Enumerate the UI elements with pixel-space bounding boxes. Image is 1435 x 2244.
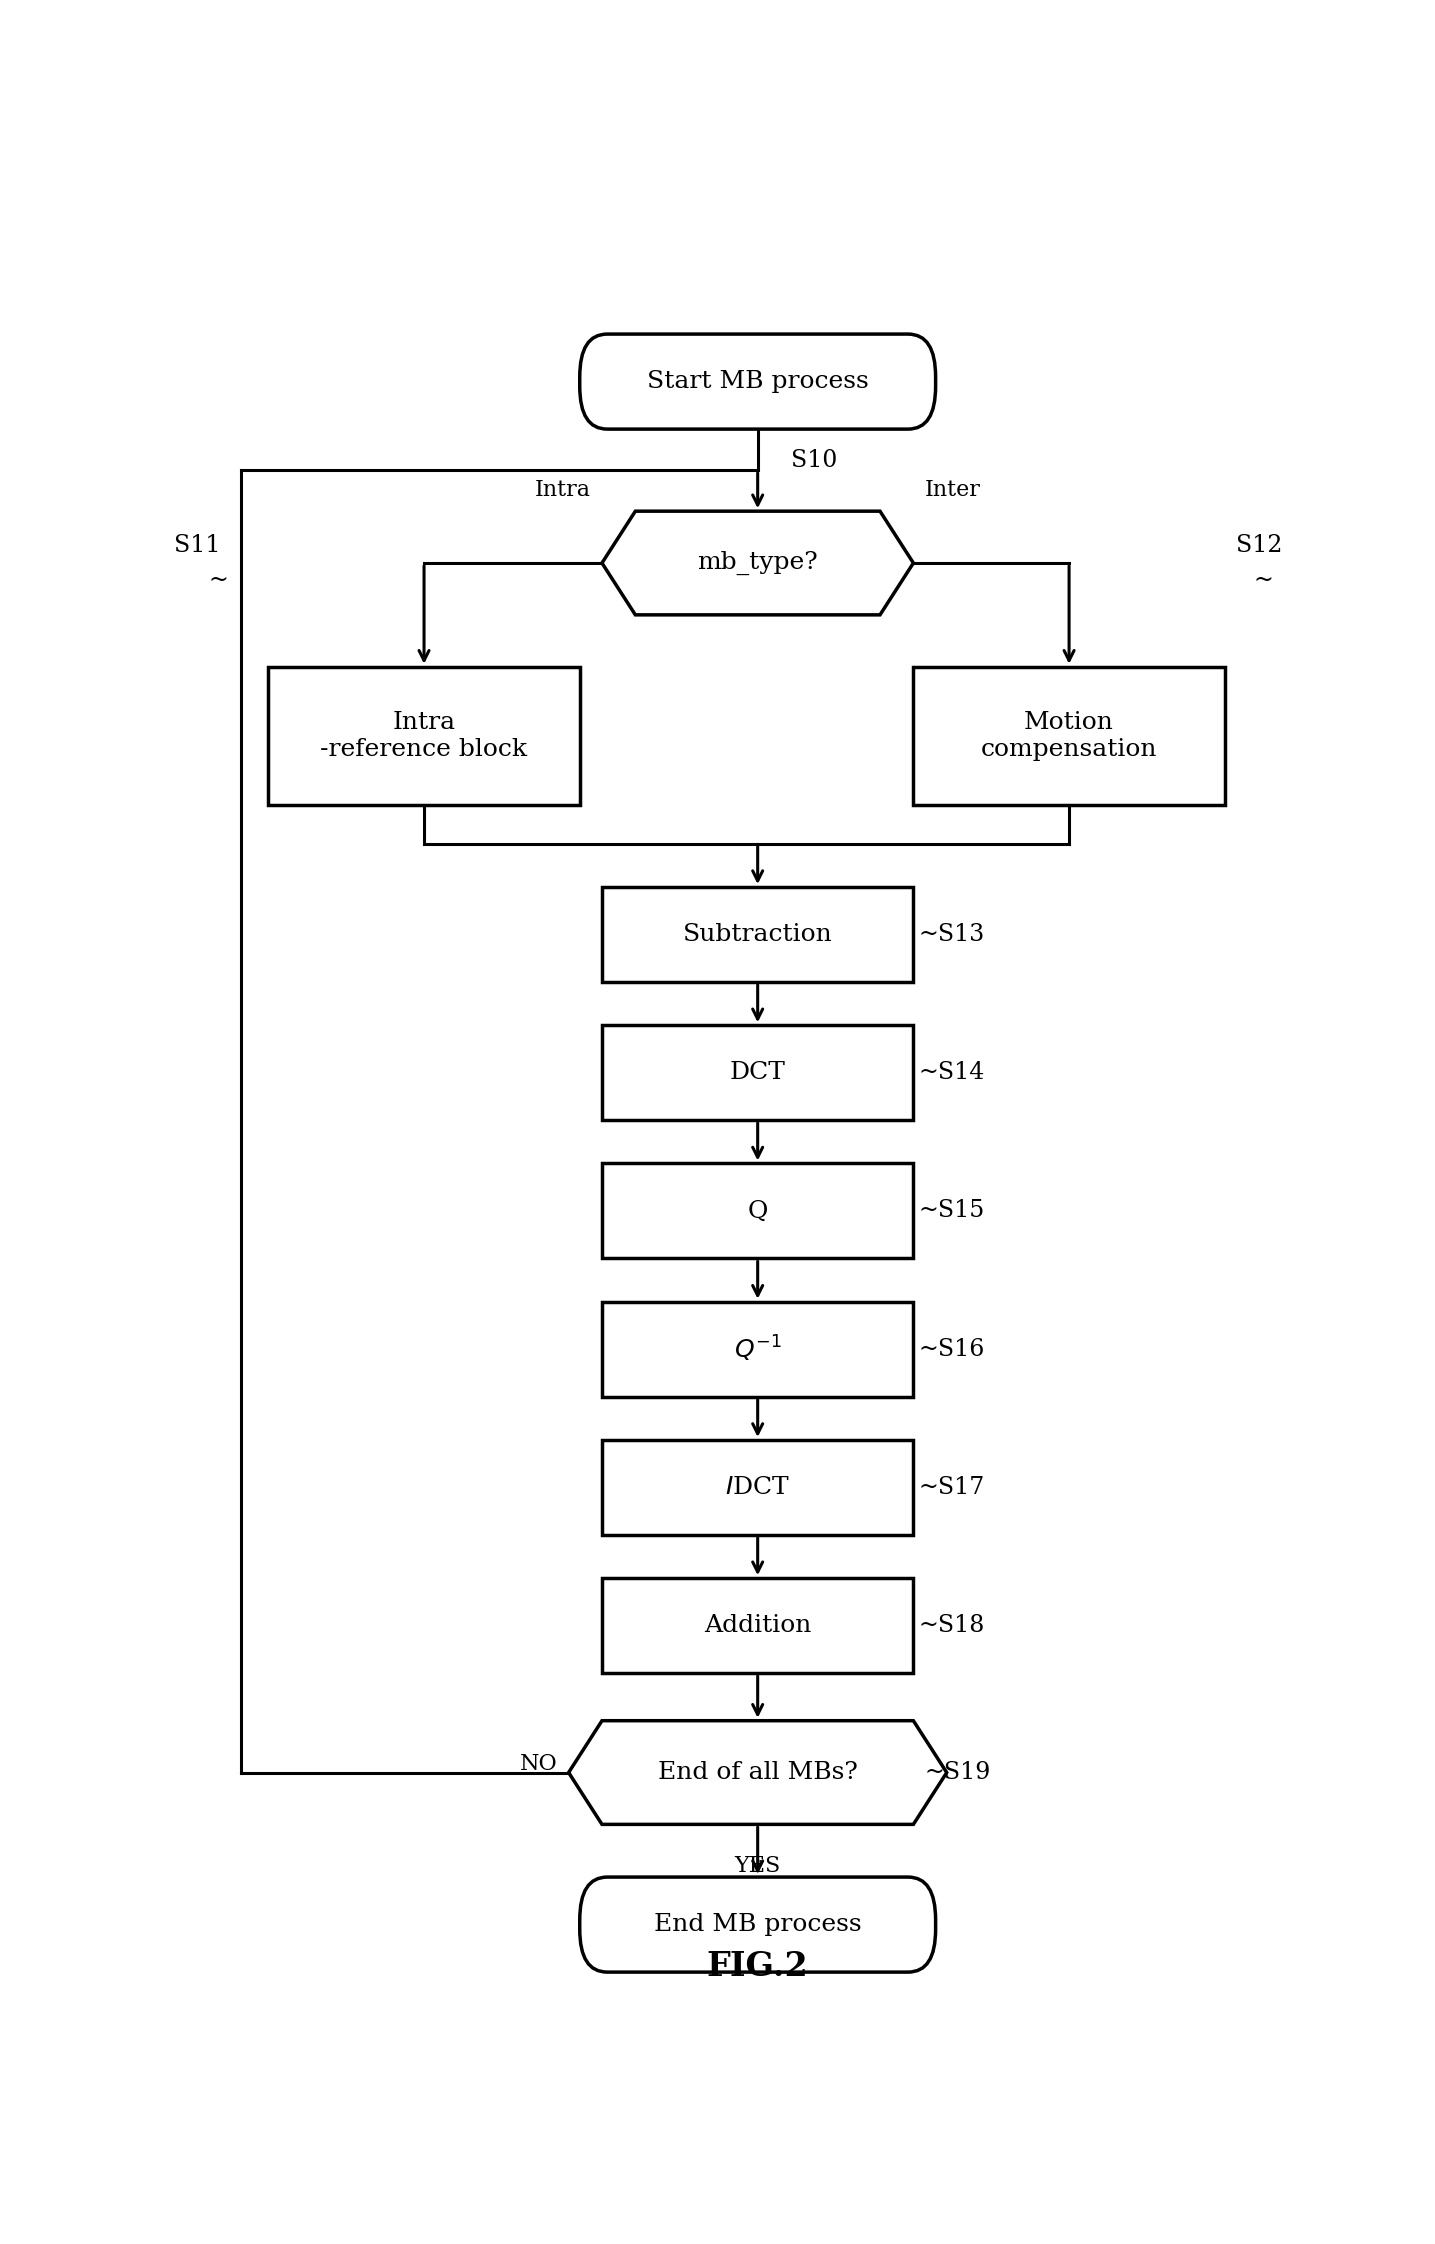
- Bar: [603, 1578, 914, 1674]
- Text: ~: ~: [208, 568, 228, 592]
- Text: S12: S12: [1236, 534, 1283, 557]
- Text: End of all MBs?: End of all MBs?: [657, 1762, 858, 1784]
- Text: ~S16: ~S16: [918, 1337, 986, 1360]
- Text: ~S14: ~S14: [918, 1061, 986, 1084]
- Bar: [603, 1026, 914, 1120]
- Bar: [603, 1441, 914, 1535]
- Text: Q: Q: [748, 1201, 768, 1223]
- Text: ~S18: ~S18: [918, 1613, 986, 1638]
- Text: S11: S11: [174, 534, 221, 557]
- Polygon shape: [603, 512, 914, 615]
- Text: $Q^{-1}$: $Q^{-1}$: [733, 1335, 782, 1364]
- FancyBboxPatch shape: [580, 1876, 936, 1972]
- Text: ~S17: ~S17: [918, 1477, 986, 1499]
- Text: ~: ~: [1254, 568, 1274, 592]
- Text: ~S15: ~S15: [918, 1201, 986, 1223]
- Text: ~S13: ~S13: [918, 922, 986, 947]
- Text: S10: S10: [791, 449, 838, 471]
- Text: NO: NO: [519, 1753, 557, 1775]
- Text: ~S19: ~S19: [924, 1762, 992, 1784]
- Polygon shape: [568, 1721, 947, 1824]
- Text: End MB process: End MB process: [654, 1914, 861, 1937]
- Text: YES: YES: [735, 1856, 781, 1878]
- Bar: [914, 666, 1225, 806]
- Text: Start MB process: Start MB process: [647, 370, 868, 393]
- Text: Addition: Addition: [705, 1613, 811, 1638]
- Text: mb_type?: mb_type?: [697, 552, 818, 574]
- Text: DCT: DCT: [730, 1061, 785, 1084]
- Text: Inter: Inter: [924, 480, 980, 500]
- Bar: [603, 886, 914, 983]
- Bar: [603, 1302, 914, 1396]
- Text: Subtraction: Subtraction: [683, 922, 832, 947]
- Text: Intra: Intra: [535, 480, 591, 500]
- Text: Intra
-reference block: Intra -reference block: [320, 711, 528, 761]
- FancyBboxPatch shape: [580, 334, 936, 429]
- Bar: [268, 666, 580, 806]
- Bar: [603, 1162, 914, 1259]
- Text: $\mathit{I}$DCT: $\mathit{I}$DCT: [725, 1477, 791, 1499]
- Text: Motion
compensation: Motion compensation: [982, 711, 1157, 761]
- Text: FIG.2: FIG.2: [707, 1950, 808, 1984]
